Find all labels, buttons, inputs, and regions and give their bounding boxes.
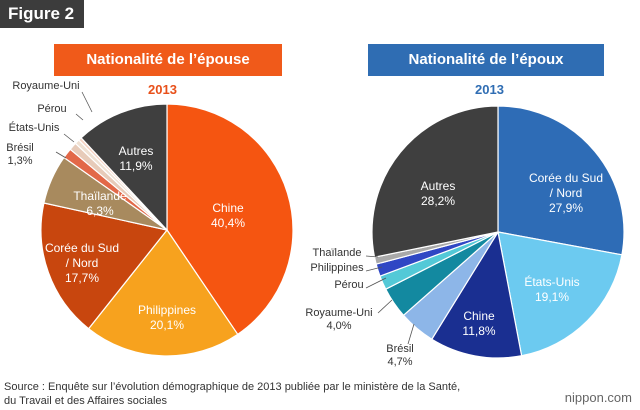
wife-label-thailande: Thaïlande 6,3%: [73, 189, 127, 218]
figure-label: Figure 2: [0, 0, 84, 28]
husband-slice-chine: [431, 230, 523, 359]
wife-label-coree-du-sud-nord: Corée du Sud / Nord 17,7%: [45, 241, 119, 285]
husband-label-philippines-leader: [365, 266, 383, 272]
wife-pie: [40, 103, 294, 357]
husband-label-thailande-leader: [365, 255, 379, 258]
husband-slice-autres: [371, 105, 499, 258]
husband-label-coree-du-sud-nord: Corée du Sud / Nord 27,9%: [529, 171, 603, 215]
wife-slice-chine: [166, 103, 294, 336]
husband-chart-title: Nationalité de l’époux: [368, 44, 604, 76]
wife-label-perou: Pérou: [37, 103, 66, 115]
wife-chart-year: 2013: [148, 82, 177, 97]
husband-label-bresil: Brésil 4,7%: [386, 343, 414, 368]
source-line-1: Source : Enquête sur l’évolution démogra…: [4, 381, 461, 393]
husband-slice-coree-du-sud-nord: [497, 105, 625, 256]
source-line-2: du Travail et des Affaires sociales: [4, 395, 168, 407]
husband-label-etats-unis: États-Unis 19,1%: [524, 274, 579, 304]
wife-slice-philippines: [87, 228, 239, 357]
husband-label-perou: Pérou: [334, 279, 363, 291]
husband-slice-etats-unis: [497, 231, 623, 357]
wife-label-etats-unis: États-Unis: [9, 121, 60, 134]
wife-label-etats-unis-leader: [63, 133, 75, 143]
source-note: Source : Enquête sur l’évolution démogra…: [4, 380, 460, 408]
wife-label-chine: Chine 40,4%: [211, 201, 245, 230]
husband-label-philippines: Philippines: [310, 262, 364, 274]
wife-label-autres: Autres 11,9%: [119, 144, 154, 173]
wife-label-philippines: Philippines 20,1%: [138, 303, 196, 332]
nippon-logo: nippon.com: [564, 390, 632, 405]
husband-label-autres: Autres 28,2%: [421, 179, 456, 208]
wife-label-royaume-uni-leader: [81, 91, 93, 113]
husband-label-royaume-uni-leader: [377, 299, 393, 314]
wife-label-bresil: Brésil 1,3%: [6, 142, 34, 167]
wife-label-royaume-uni: Royaume-Uni: [12, 80, 79, 92]
wife-chart-title: Nationalité de l’épouse: [54, 44, 282, 76]
husband-label-royaume-uni: Royaume-Uni 4,0%: [305, 307, 372, 332]
husband-label-perou-leader: [365, 277, 387, 289]
wife-slice-coree-du-sud-nord: [40, 202, 169, 330]
husband-chart-year: 2013: [475, 82, 504, 97]
wife-label-bresil-leader: [55, 151, 67, 159]
husband-label-thailande: Thaïlande: [313, 247, 362, 259]
husband-label-chine: Chine 11,8%: [462, 309, 495, 338]
husband-label-bresil-leader: [407, 323, 415, 345]
husband-pie: [371, 105, 625, 359]
wife-slice-autres: [80, 103, 168, 232]
wife-label-perou-leader: [75, 113, 84, 121]
